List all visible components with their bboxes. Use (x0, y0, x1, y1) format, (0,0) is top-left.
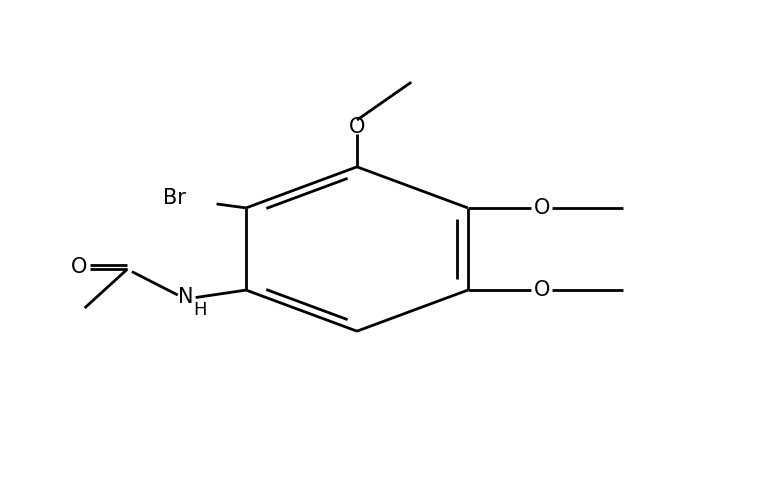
Text: H: H (192, 301, 206, 319)
Text: O: O (71, 257, 88, 277)
Text: N: N (178, 286, 193, 307)
Text: O: O (533, 280, 549, 300)
Text: Br: Br (163, 188, 186, 208)
Text: O: O (348, 117, 365, 137)
Text: O: O (533, 198, 549, 218)
